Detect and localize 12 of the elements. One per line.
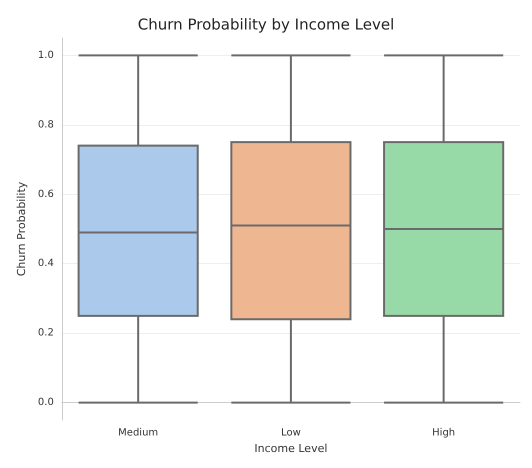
y-tick-label: 0.8 <box>38 119 54 130</box>
chart-title: Churn Probability by Income Level <box>138 16 394 34</box>
y-tick-label: 0.2 <box>38 328 54 339</box>
y-tick-label: 0.4 <box>38 258 54 270</box>
x-axis-title: Income Level <box>254 442 328 455</box>
y-tick-label: 0.0 <box>38 397 54 408</box>
y-tick-label: 0.6 <box>38 188 54 200</box>
x-tick-label: Medium <box>118 428 158 438</box>
y-axis-title: Churn Probability <box>15 181 28 276</box>
y-tick-label: 1.0 <box>38 50 54 61</box>
x-tick-label: High <box>432 428 456 438</box>
x-tick-label: Low <box>281 428 301 438</box>
